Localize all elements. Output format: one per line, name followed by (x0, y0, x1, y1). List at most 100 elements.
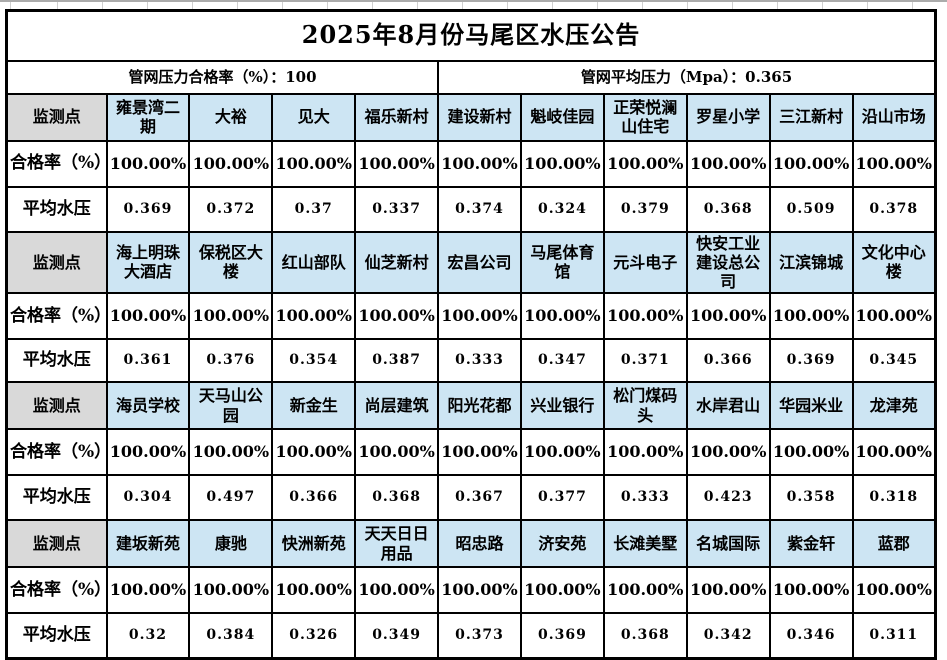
row-label-rate: 合格率（%） (5, 292, 108, 341)
avg-pressure-cell: 0.311 (851, 612, 937, 660)
avg-pressure-cell: 0.423 (685, 474, 771, 522)
avg-pressure-cell: 0.324 (519, 185, 605, 233)
station-name-cell: 罗星小学 (685, 92, 771, 142)
station-name-cell: 新金生 (271, 381, 357, 431)
row-label-rate: 合格率（%） (5, 428, 108, 477)
station-name-cell: 保税区大楼 (188, 230, 274, 295)
avg-pressure-cell: 0.368 (354, 474, 440, 522)
station-name-cell: 马尾体育馆 (519, 230, 605, 295)
pass-rate-cell: 100.00% (602, 292, 688, 341)
pass-rate-cell: 100.00% (271, 292, 357, 341)
avg-pressure-cell: 0.369 (768, 338, 854, 384)
station-name-cell: 仙芝新村 (354, 230, 440, 295)
summary-row: 管网压力合格率（%）：100 管网平均压力（Mpa）：0.365 (5, 59, 937, 95)
pass-rate-cell: 100.00% (105, 292, 191, 341)
avg-pressure-cell: 0.342 (685, 612, 771, 660)
row-label-pressure: 平均水压 (5, 338, 108, 384)
station-name-cell: 济安苑 (519, 519, 605, 569)
avg-pressure-cell: 0.347 (519, 338, 605, 384)
station-name-cell: 阳光花都 (437, 381, 522, 431)
pass-rate-cell: 100.00% (105, 566, 191, 615)
table-row: 监测点 建坂新苑 康驰 快洲新苑 天天日日用品 昭忠路 济安苑 长滩美墅 名城国际 紫金轩 蓝郡 (5, 519, 937, 569)
table-row: 合格率（%） 100.00% 100.00% 100.00% 100.00% 100.00… (5, 292, 937, 341)
avg-pressure-cell: 0.358 (768, 474, 854, 522)
pass-rate-cell: 100.00% (271, 428, 357, 477)
pass-rate-cell: 100.00% (602, 428, 688, 477)
station-name-cell: 长滩美墅 (602, 519, 688, 569)
avg-pressure-cell: 0.368 (602, 612, 688, 660)
pass-rate-cell: 100.00% (602, 566, 688, 615)
background-gridlines-top (0, 0, 947, 9)
station-name-cell: 建坂新苑 (105, 519, 191, 569)
water-pressure-table: 2025年8月份马尾区水压公告 管网压力合格率（%）：100 管网平均压力（Mp… (5, 9, 937, 660)
station-name-cell: 蓝郡 (851, 519, 937, 569)
pass-rate-cell: 100.00% (519, 566, 605, 615)
pass-rate-cell: 100.00% (354, 428, 440, 477)
pass-rate-cell: 100.00% (354, 139, 440, 188)
station-name-cell: 见大 (271, 92, 357, 142)
pass-rate-cell: 100.00% (105, 428, 191, 477)
avg-pressure-cell: 0.371 (602, 338, 688, 384)
station-name-cell: 海员学校 (105, 381, 191, 431)
pass-rate-cell: 100.00% (519, 292, 605, 341)
pass-rate-cell: 100.00% (354, 566, 440, 615)
avg-pressure-cell: 0.379 (602, 185, 688, 233)
avg-pressure-cell: 0.318 (851, 474, 937, 522)
avg-pressure-cell: 0.367 (437, 474, 522, 522)
avg-pressure-cell: 0.366 (685, 338, 771, 384)
avg-pressure-cell: 0.337 (354, 185, 440, 233)
table-body: 监测点 雍景湾二期 大裕 见大 福乐新村 建设新村 魁岐佳园 正荣悦澜山住宅 罗星小学 三江新村沿… (5, 92, 937, 660)
row-label-rate: 合格率（%） (5, 139, 108, 188)
row-label-pressure: 平均水压 (5, 612, 108, 660)
table-row: 合格率（%） 100.00% 100.00% 100.00% 100.00% 100.00… (5, 139, 937, 188)
station-name-cell: 正荣悦澜山住宅 (602, 92, 688, 142)
pass-rate-cell: 100.00% (519, 428, 605, 477)
avg-pressure-cell: 0.369 (105, 185, 191, 233)
station-name-cell: 兴业银行 (519, 381, 605, 431)
pass-rate-cell: 100.00% (437, 139, 522, 188)
station-name-cell: 尚层建筑 (354, 381, 440, 431)
table-row: 合格率（%） 100.00% 100.00% 100.00% 100.00% 100.00… (5, 566, 937, 615)
row-label-pressure: 平均水压 (5, 474, 108, 522)
station-name-cell: 建设新村 (437, 92, 522, 142)
avg-pressure-cell: 0.369 (519, 612, 605, 660)
station-name-cell: 水岸君山 (685, 381, 771, 431)
pass-rate-cell: 100.00% (685, 139, 771, 188)
row-label-monitor: 监测点 (5, 230, 108, 295)
pass-rate-cell: 100.00% (768, 139, 854, 188)
avg-pressure-cell: 0.374 (437, 185, 522, 233)
table-row: 监测点 海上明珠大酒店 保税区大楼 红山部队 仙芝新村 宏昌公司 马尾体育馆 元斗电子 快安工业… (5, 230, 937, 295)
avg-pressure-cell: 0.366 (271, 474, 357, 522)
pass-rate-cell: 100.00% (768, 428, 854, 477)
avg-pressure-cell: 0.345 (851, 338, 937, 384)
avg-pressure-cell: 0.333 (602, 474, 688, 522)
pass-rate-cell: 100.00% (271, 566, 357, 615)
pass-rate-cell: 100.00% (519, 139, 605, 188)
summary-avg-pressure: 管网平均压力（Mpa）：0.365 (437, 59, 937, 95)
title-row: 2025年8月份马尾区水压公告 (5, 9, 937, 62)
avg-pressure-cell: 0.376 (188, 338, 274, 384)
pass-rate-cell: 100.00% (437, 566, 522, 615)
pass-rate-cell: 100.00% (768, 292, 854, 341)
pass-rate-cell: 100.00% (437, 428, 522, 477)
pass-rate-cell: 100.00% (851, 139, 937, 188)
station-name-cell: 红山部队 (271, 230, 357, 295)
pass-rate-cell: 100.00% (851, 428, 937, 477)
pass-rate-cell: 100.00% (188, 566, 274, 615)
table-row: 平均水压 0.32 0.384 0.326 0.349 0.373 0.369 0.368 0.… (5, 612, 937, 660)
avg-pressure-cell: 0.387 (354, 338, 440, 384)
station-name-cell: 元斗电子 (602, 230, 688, 295)
row-label-monitor: 监测点 (5, 381, 108, 431)
station-name-cell: 龙津苑 (851, 381, 937, 431)
station-name-cell: 雍景湾二期 (105, 92, 191, 142)
station-name-cell: 紫金轩 (768, 519, 854, 569)
station-name-cell: 江滨锦城 (768, 230, 854, 295)
station-name-cell: 昭忠路 (437, 519, 522, 569)
station-name-cell: 海上明珠大酒店 (105, 230, 191, 295)
station-name-cell: 名城国际 (685, 519, 771, 569)
avg-pressure-cell: 0.349 (354, 612, 440, 660)
avg-pressure-cell: 0.384 (188, 612, 274, 660)
station-name-cell: 文化中心楼 (851, 230, 937, 295)
avg-pressure-cell: 0.346 (768, 612, 854, 660)
pass-rate-cell: 100.00% (188, 139, 274, 188)
